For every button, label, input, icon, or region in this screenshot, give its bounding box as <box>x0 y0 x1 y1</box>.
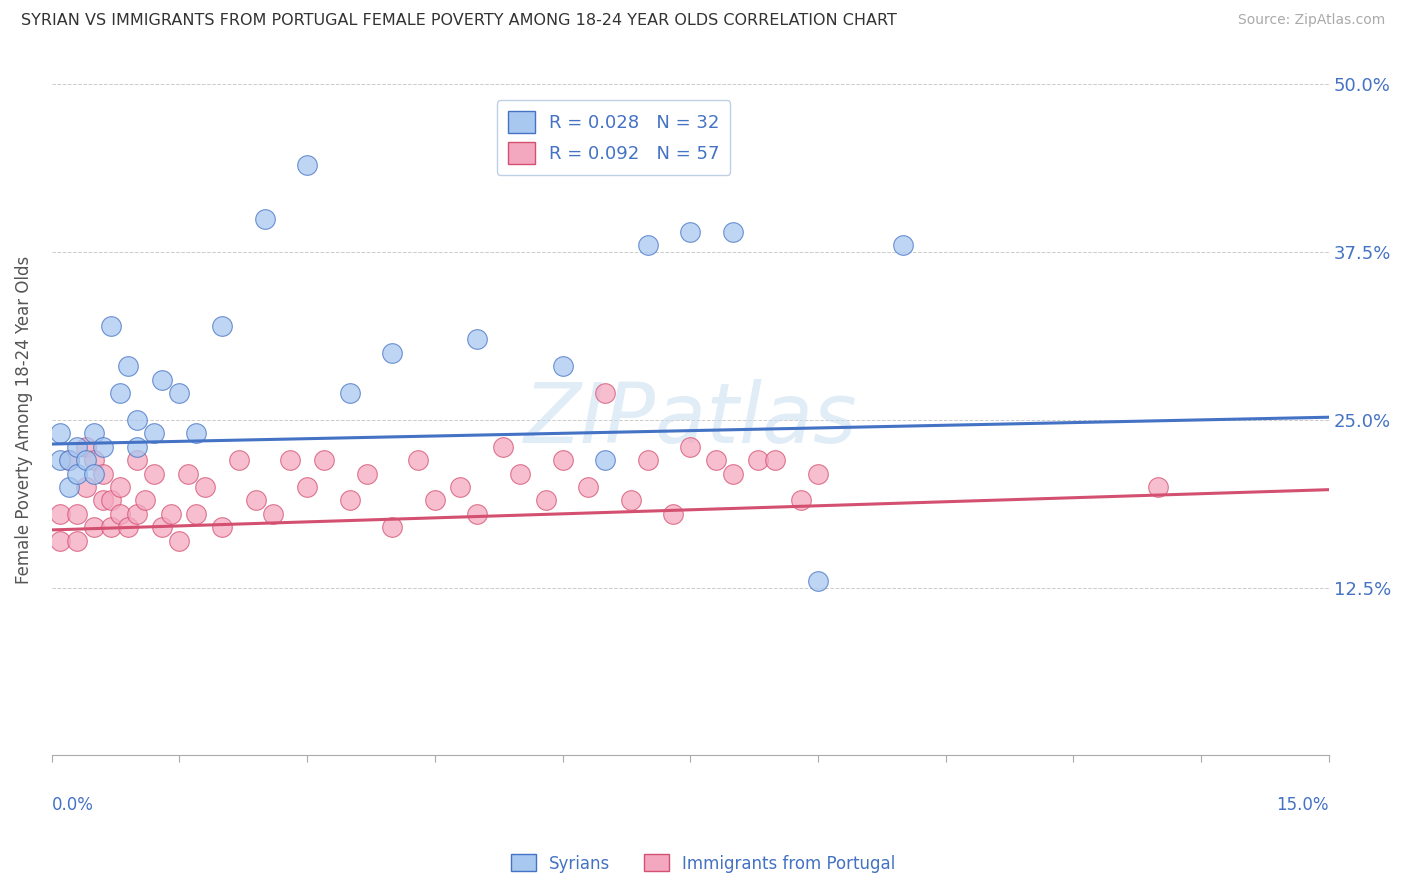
Point <box>169 386 191 401</box>
Point <box>49 453 72 467</box>
Point <box>807 467 830 481</box>
Point <box>295 480 318 494</box>
Point <box>423 493 446 508</box>
Point <box>66 440 89 454</box>
Point <box>339 493 361 508</box>
Point <box>891 238 914 252</box>
Point <box>662 507 685 521</box>
Point <box>339 386 361 401</box>
Point <box>125 413 148 427</box>
Point <box>593 386 616 401</box>
Point <box>100 520 122 534</box>
Point <box>83 467 105 481</box>
Point <box>108 386 131 401</box>
Point <box>551 453 574 467</box>
Point <box>134 493 156 508</box>
Point <box>83 453 105 467</box>
Point <box>467 507 489 521</box>
Point <box>49 426 72 441</box>
Point <box>152 373 174 387</box>
Point <box>228 453 250 467</box>
Point <box>58 480 80 494</box>
Point <box>152 520 174 534</box>
Point <box>467 332 489 346</box>
Point <box>91 493 114 508</box>
Point <box>679 225 702 239</box>
Point <box>58 453 80 467</box>
Point <box>91 467 114 481</box>
Point <box>186 507 208 521</box>
Point <box>100 493 122 508</box>
Point <box>790 493 813 508</box>
Point <box>49 533 72 548</box>
Point <box>509 467 531 481</box>
Point <box>211 520 233 534</box>
Point <box>747 453 769 467</box>
Point <box>314 453 336 467</box>
Point <box>66 467 89 481</box>
Point <box>91 440 114 454</box>
Point <box>534 493 557 508</box>
Point <box>125 440 148 454</box>
Point <box>356 467 378 481</box>
Point <box>637 453 659 467</box>
Text: SYRIAN VS IMMIGRANTS FROM PORTUGAL FEMALE POVERTY AMONG 18-24 YEAR OLDS CORRELAT: SYRIAN VS IMMIGRANTS FROM PORTUGAL FEMAL… <box>21 13 897 29</box>
Point <box>49 507 72 521</box>
Point <box>449 480 471 494</box>
Point <box>66 533 89 548</box>
Point <box>295 158 318 172</box>
Point <box>406 453 429 467</box>
Point <box>721 467 744 481</box>
Point <box>211 318 233 333</box>
Point <box>169 533 191 548</box>
Point <box>1147 480 1170 494</box>
Point <box>142 467 165 481</box>
Text: Source: ZipAtlas.com: Source: ZipAtlas.com <box>1237 13 1385 28</box>
Point <box>763 453 786 467</box>
Point <box>58 453 80 467</box>
Point <box>704 453 727 467</box>
Point <box>620 493 643 508</box>
Point <box>177 467 200 481</box>
Y-axis label: Female Poverty Among 18-24 Year Olds: Female Poverty Among 18-24 Year Olds <box>15 256 32 584</box>
Point <box>253 211 276 226</box>
Point <box>679 440 702 454</box>
Point <box>637 238 659 252</box>
Point <box>108 507 131 521</box>
Point <box>66 507 89 521</box>
Point <box>142 426 165 441</box>
Point <box>381 520 404 534</box>
Text: 15.0%: 15.0% <box>1277 796 1329 814</box>
Point <box>381 346 404 360</box>
Point <box>551 359 574 374</box>
Point <box>83 426 105 441</box>
Point <box>75 453 97 467</box>
Point <box>492 440 515 454</box>
Point <box>160 507 183 521</box>
Point <box>75 440 97 454</box>
Point <box>75 480 97 494</box>
Point <box>108 480 131 494</box>
Point <box>721 225 744 239</box>
Legend: Syrians, Immigrants from Portugal: Syrians, Immigrants from Portugal <box>505 847 901 880</box>
Point <box>278 453 301 467</box>
Point <box>194 480 217 494</box>
Point <box>576 480 599 494</box>
Point <box>125 453 148 467</box>
Point <box>125 507 148 521</box>
Point <box>262 507 284 521</box>
Text: ZIPatlas: ZIPatlas <box>523 379 858 460</box>
Point <box>593 453 616 467</box>
Point <box>100 318 122 333</box>
Point <box>807 574 830 588</box>
Point <box>117 520 139 534</box>
Point <box>186 426 208 441</box>
Point <box>245 493 267 508</box>
Point <box>117 359 139 374</box>
Point <box>83 520 105 534</box>
Legend: R = 0.028   N = 32, R = 0.092   N = 57: R = 0.028 N = 32, R = 0.092 N = 57 <box>496 100 731 175</box>
Text: 0.0%: 0.0% <box>52 796 94 814</box>
